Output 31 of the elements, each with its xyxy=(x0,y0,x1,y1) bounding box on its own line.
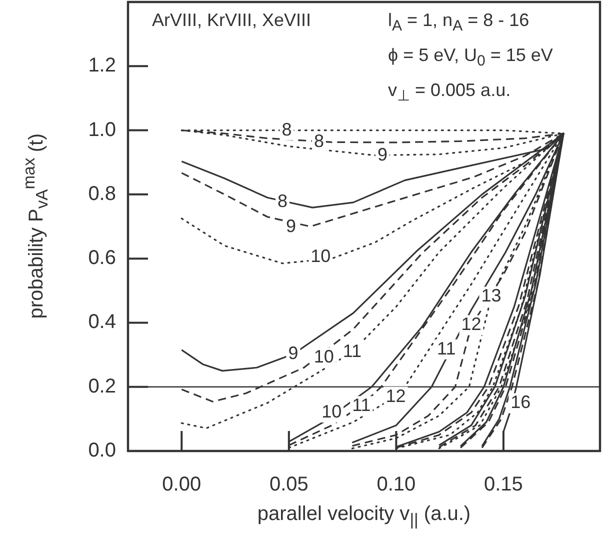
y-tick-label: 1.2 xyxy=(88,54,116,77)
annotation: ϕ = 5 eV, U$_{0}$ = 15 eV xyxy=(388,44,553,72)
x-axis-title: parallel velocity v$_{||}$ (a.u.) xyxy=(257,503,471,530)
annotation: 12 xyxy=(386,386,406,406)
x-tick-label: 0.10 xyxy=(376,474,416,496)
annotation: 10 xyxy=(310,246,331,266)
annotation: 8 xyxy=(314,131,324,152)
annotation: 12 xyxy=(461,314,482,334)
annotation: 11 xyxy=(342,340,362,361)
x-tick-label: 0.00 xyxy=(162,474,202,496)
y-tick-label: 1.0 xyxy=(88,118,116,141)
y-tick-label: 0.8 xyxy=(88,182,116,205)
y-tick-label: 0.6 xyxy=(88,247,116,270)
annotation: l$_{A}$ = 1, n$_{A}$ = 8 - 16 xyxy=(388,9,530,37)
annotation: 11 xyxy=(352,395,371,416)
annotation: 9 xyxy=(377,144,388,164)
x-tick-label: 0.05 xyxy=(269,474,308,496)
annotation: ArVIII, KrVIII, XeVIII xyxy=(152,9,312,32)
annotation: 10 xyxy=(314,346,334,366)
y-tick-label: 0.2 xyxy=(88,375,116,398)
annotation: 8 xyxy=(277,190,288,211)
annotation: v$_{⊥}$ = 0.005 a.u. xyxy=(388,79,511,107)
y-tick-label: 0.4 xyxy=(88,311,116,334)
annotation: 16 xyxy=(510,392,531,412)
annotation: 9 xyxy=(286,216,296,236)
annotation: 8 xyxy=(282,119,292,140)
annotation: 11 xyxy=(437,338,456,358)
y-tick-label: 0.0 xyxy=(88,440,116,462)
annotation: 10 xyxy=(322,401,342,422)
x-tick-label: 0.15 xyxy=(484,474,523,496)
annotation: 13 xyxy=(481,286,502,306)
